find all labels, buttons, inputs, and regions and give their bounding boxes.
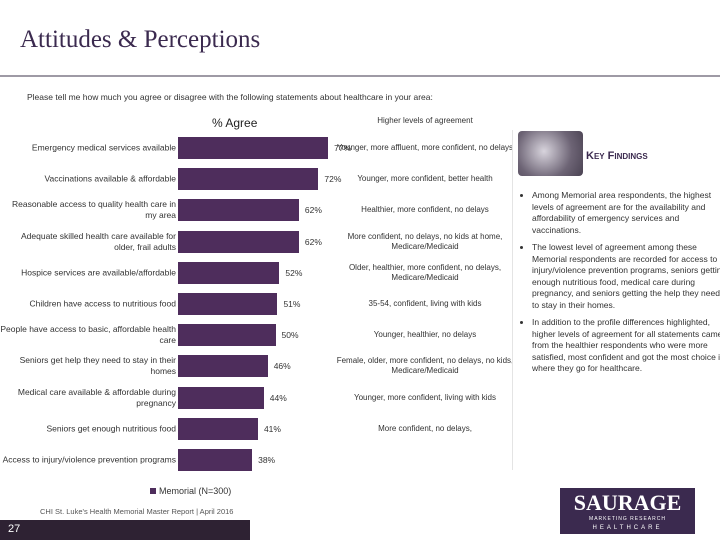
category-label: Seniors get enough nutritious food — [46, 423, 176, 434]
logo-division: HEALTHCARE — [592, 525, 663, 531]
page-bar — [0, 520, 250, 540]
key-findings-panel — [512, 130, 720, 470]
value-label: 62% — [304, 205, 322, 216]
bar — [178, 261, 280, 284]
logo: SAURAGE MARKETING RESEARCH HEALTHCARE — [560, 488, 695, 534]
profile-note: Female, older, more confident, no delays… — [336, 356, 514, 376]
photo — [518, 131, 583, 176]
value-label: 51% — [283, 299, 301, 309]
bar — [178, 168, 319, 191]
profile-note: 35-54, confident, living with kids — [368, 299, 482, 308]
value-label: 38% — [258, 455, 276, 465]
page-number: 27 — [8, 523, 21, 535]
notes-title: Higher levels of agreement — [377, 116, 473, 125]
question: Please tell me how much you agree or dis… — [27, 92, 433, 102]
legend-label: Memorial (N=300) — [159, 486, 232, 496]
value-label: 41% — [263, 423, 281, 434]
value-label: 50% — [281, 330, 299, 341]
profile-note: More confident, no delays, no kids at ho… — [347, 231, 503, 251]
value-label: 46% — [273, 361, 291, 372]
value-label: 77% — [334, 143, 352, 153]
finding: The lowest level of agreement among thes… — [532, 242, 720, 311]
category-label: Access to injury/violence prevention pro… — [2, 454, 176, 465]
value-label: 52% — [285, 267, 303, 278]
logo-name: SAURAGE — [573, 490, 682, 515]
category-label: People have access to basic, affordable … — [0, 324, 176, 346]
category-label: Medical care available & affordable duri… — [17, 386, 176, 408]
category-label: Reasonable access to quality health care… — [12, 199, 176, 221]
category-label: Seniors get help they need to stay in th… — [19, 355, 176, 377]
category-label: Children have access to nutritious food — [29, 298, 176, 309]
key-findings-title: Key Findings — [586, 150, 648, 162]
legend: Memorial (N=300) — [150, 486, 231, 496]
profile-note: Healthier, more confident, no delays — [361, 205, 489, 215]
chart-title: % Agree — [212, 116, 258, 130]
bar — [178, 449, 253, 471]
bar — [178, 355, 268, 378]
value-label: 72% — [324, 174, 342, 185]
profile-note: Younger, healthier, no delays — [373, 330, 477, 340]
profile-note: Younger, more confident, living with kid… — [353, 392, 496, 402]
category-label: Vaccinations available & affordable — [44, 173, 176, 184]
bar — [178, 417, 258, 440]
slide-title: Attitudes & Perceptions — [20, 26, 261, 53]
profile-note: Younger, more affluent, more confident, … — [336, 143, 514, 152]
bar — [178, 230, 299, 253]
profile-note: Younger, more confident, better health — [357, 174, 493, 184]
category-label: Adequate skilled health care available f… — [21, 230, 176, 252]
title-rule — [0, 75, 720, 77]
logo-tagline: MARKETING RESEARCH — [589, 516, 666, 522]
bar — [178, 293, 278, 315]
legend-swatch — [150, 488, 156, 494]
category-label: Hospice services are available/affordabl… — [21, 267, 176, 278]
category-label: Emergency medical services available — [31, 142, 176, 153]
profile-note: More confident, no delays, — [378, 423, 472, 433]
finding: Among Memorial area respondents, the hig… — [532, 190, 720, 236]
value-label: 62% — [304, 236, 322, 247]
value-label: 44% — [269, 392, 287, 403]
source: CHI St. Luke's Health Memorial Master Re… — [40, 507, 234, 516]
bar — [178, 386, 264, 409]
bar — [178, 137, 329, 159]
bar — [178, 199, 299, 222]
bar — [178, 324, 276, 347]
key-findings: Among Memorial area respondents, the hig… — [518, 190, 720, 381]
finding: In addition to the profile differences h… — [532, 317, 720, 375]
profile-note: Older, healthier, more confident, no del… — [348, 262, 502, 282]
